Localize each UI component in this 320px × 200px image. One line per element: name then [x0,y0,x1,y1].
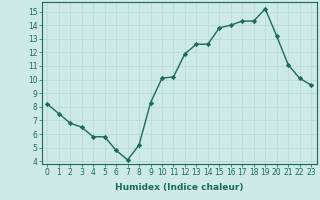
X-axis label: Humidex (Indice chaleur): Humidex (Indice chaleur) [115,183,244,192]
